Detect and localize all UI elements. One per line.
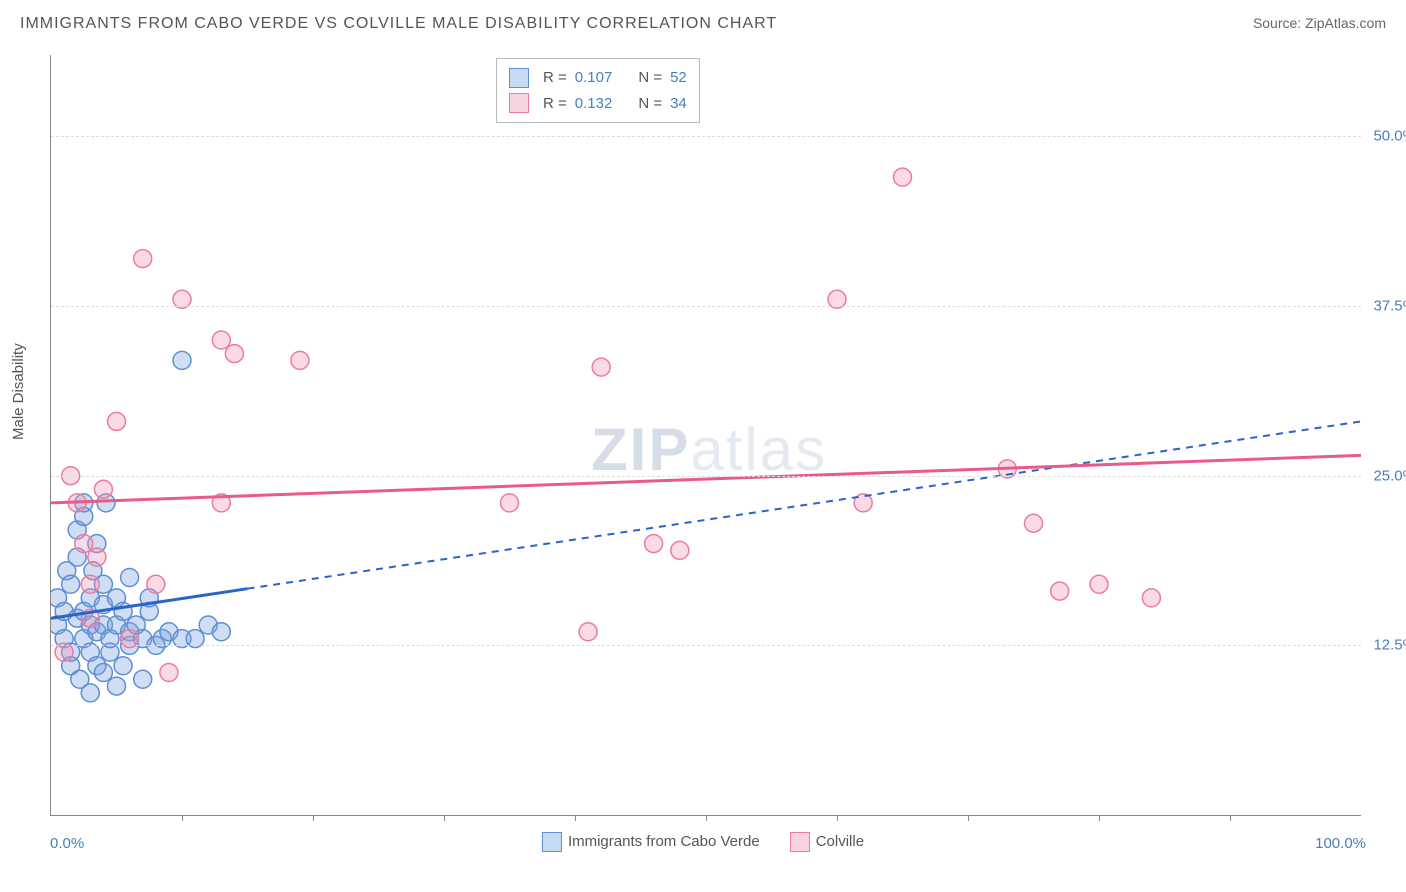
data-point <box>1025 514 1043 532</box>
y-tick-label: 25.0% <box>1366 467 1406 484</box>
y-tick-label: 12.5% <box>1366 637 1406 654</box>
legend-swatch <box>790 832 810 852</box>
source-label: Source: ZipAtlas.com <box>1253 15 1386 31</box>
legend-r-label: R = <box>543 65 567 91</box>
data-point <box>671 541 689 559</box>
data-point <box>94 480 112 498</box>
legend-swatch <box>509 68 529 88</box>
data-point <box>62 575 80 593</box>
data-point <box>173 351 191 369</box>
data-point <box>81 684 99 702</box>
data-point <box>291 351 309 369</box>
data-point <box>75 535 93 553</box>
data-point <box>94 664 112 682</box>
gridline <box>51 306 1361 307</box>
y-axis-label: Male Disability <box>10 343 27 440</box>
legend-series-name: Colville <box>816 833 864 850</box>
data-point <box>1090 575 1108 593</box>
legend-r-value: 0.107 <box>575 65 613 91</box>
x-tick <box>706 815 707 821</box>
x-tick <box>968 815 969 821</box>
data-point <box>108 677 126 695</box>
data-point <box>88 548 106 566</box>
legend-n-value: 52 <box>670 65 687 91</box>
legend-item: Immigrants from Cabo Verde <box>542 832 760 852</box>
data-point <box>894 168 912 186</box>
x-tick <box>444 815 445 821</box>
x-tick <box>837 815 838 821</box>
data-point <box>212 331 230 349</box>
data-point <box>1142 589 1160 607</box>
x-tick <box>1099 815 1100 821</box>
scatter-svg <box>51 55 1361 815</box>
legend-item: Colville <box>790 832 864 852</box>
data-point <box>645 535 663 553</box>
legend-swatch <box>509 93 529 113</box>
chart-plot-area: ZIPatlas R = 0.107N = 52R = 0.132N = 34 … <box>50 55 1361 816</box>
x-axis-max-label: 100.0% <box>1315 835 1366 852</box>
gridline <box>51 645 1361 646</box>
legend-swatch <box>542 832 562 852</box>
data-point <box>147 575 165 593</box>
data-point <box>1051 582 1069 600</box>
regression-line <box>51 455 1361 503</box>
y-tick-label: 50.0% <box>1366 128 1406 145</box>
x-tick <box>575 815 576 821</box>
data-point <box>225 345 243 363</box>
data-point <box>579 623 597 641</box>
x-tick <box>1230 815 1231 821</box>
data-point <box>121 569 139 587</box>
legend-n-label: N = <box>638 65 662 91</box>
regression-line-dashed <box>248 421 1362 588</box>
x-tick <box>313 815 314 821</box>
x-axis-min-label: 0.0% <box>50 835 84 852</box>
data-point <box>108 412 126 430</box>
correlation-legend: R = 0.107 N = 52 R = 0.132 N = 34 <box>496 58 700 123</box>
data-point <box>134 250 152 268</box>
data-point <box>592 358 610 376</box>
data-point <box>134 670 152 688</box>
data-point <box>160 664 178 682</box>
data-point <box>212 623 230 641</box>
x-tick <box>182 815 183 821</box>
legend-r-value: 0.132 <box>575 91 613 117</box>
series-legend: Immigrants from Cabo Verde Colville <box>542 832 864 852</box>
chart-title: IMMIGRANTS FROM CABO VERDE VS COLVILLE M… <box>20 15 777 32</box>
legend-n-label: N = <box>638 91 662 117</box>
legend-r-label: R = <box>543 91 567 117</box>
data-point <box>114 657 132 675</box>
data-point <box>501 494 519 512</box>
data-point <box>81 575 99 593</box>
gridline <box>51 136 1361 137</box>
legend-row: R = 0.132 N = 34 <box>509 91 687 117</box>
legend-row: R = 0.107 N = 52 <box>509 65 687 91</box>
gridline <box>51 476 1361 477</box>
y-tick-label: 37.5% <box>1366 298 1406 315</box>
legend-series-name: Immigrants from Cabo Verde <box>568 833 760 850</box>
legend-n-value: 34 <box>670 91 687 117</box>
